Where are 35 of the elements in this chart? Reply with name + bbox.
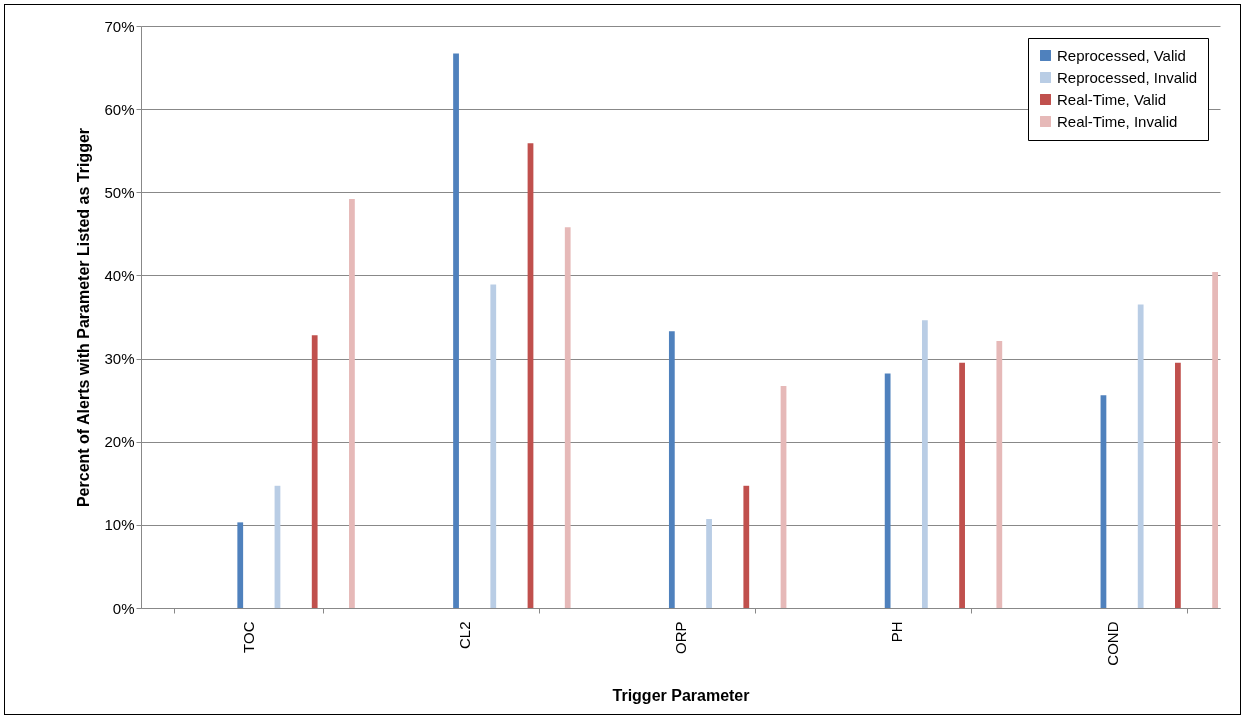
bar [453, 53, 459, 608]
x-tick-label: PH [887, 621, 905, 643]
bar [884, 373, 891, 608]
y-tick-label: 30% [104, 350, 135, 368]
legend-label: Real-Time, Invalid [1057, 112, 1178, 130]
x-tick-label: CL2 [456, 621, 474, 650]
x-tick-label: COND [1103, 621, 1121, 666]
y-axis-title: Percent of Alerts with Parameter Listed as Trigger [75, 127, 93, 508]
bar [1175, 362, 1181, 608]
bar [668, 331, 675, 608]
bar [743, 485, 750, 608]
bar [959, 362, 965, 608]
bar [1212, 272, 1219, 608]
y-tick-label: 20% [104, 433, 135, 451]
bar [1137, 304, 1144, 608]
y-tick-label: 40% [104, 266, 135, 284]
y-tick-label: 70% [104, 17, 135, 35]
y-tick-label: 60% [104, 100, 135, 118]
y-tick-label: 0% [112, 599, 135, 617]
bar [564, 227, 571, 608]
bar [311, 335, 318, 608]
y-tick-label: 10% [104, 516, 135, 534]
legend-label: Reprocessed, Invalid [1057, 68, 1198, 86]
legend-label: Real-Time, Valid [1057, 90, 1167, 108]
legend-label: Reprocessed, Valid [1057, 46, 1186, 64]
bar [349, 198, 355, 608]
bar [237, 522, 244, 608]
x-tick-label: TOC [240, 621, 258, 653]
bar [921, 320, 928, 608]
bar [490, 284, 497, 608]
bar [706, 519, 712, 608]
y-tick-label: 50% [104, 183, 135, 201]
bar [996, 341, 1003, 608]
x-axis-title: Trigger Parameter [612, 686, 750, 704]
x-tick-label: ORP [672, 621, 689, 655]
